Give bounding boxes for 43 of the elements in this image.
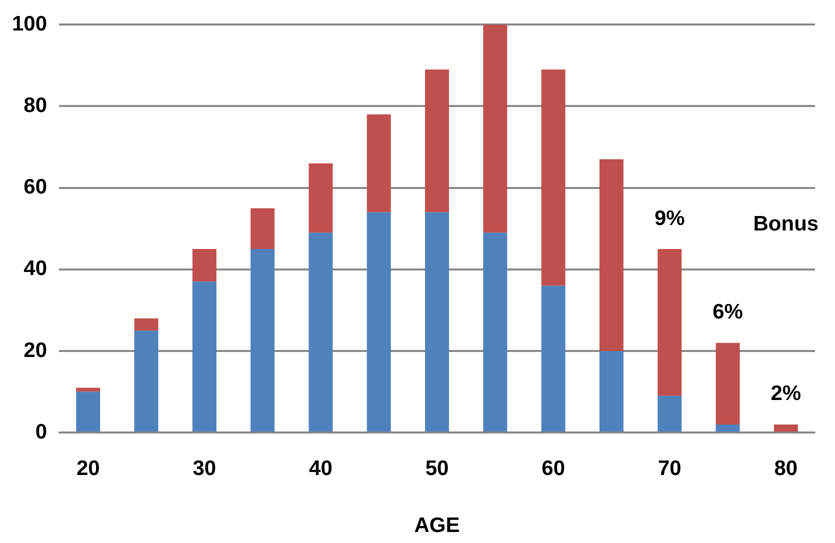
x-tick-label: 50 bbox=[425, 456, 449, 480]
bar bbox=[250, 249, 275, 432]
bar bbox=[308, 163, 333, 233]
bar bbox=[192, 282, 216, 432]
y-tick-label: 40 bbox=[24, 257, 48, 280]
bar bbox=[366, 114, 391, 212]
annotation: 2% bbox=[770, 382, 802, 406]
bar bbox=[599, 159, 624, 351]
bar bbox=[658, 249, 682, 396]
bar bbox=[76, 388, 100, 392]
bar bbox=[716, 342, 740, 424]
bar bbox=[134, 330, 158, 432]
x-tick-label: 60 bbox=[542, 456, 565, 480]
annotation: 6% bbox=[712, 300, 744, 324]
bar bbox=[716, 424, 740, 432]
annotation: 9% bbox=[654, 206, 686, 230]
bar bbox=[541, 69, 566, 286]
bar bbox=[192, 249, 216, 282]
x-tick-label: 40 bbox=[309, 456, 332, 480]
x-tick-label: 30 bbox=[192, 456, 216, 480]
bar bbox=[483, 232, 508, 432]
y-tick-label: 60 bbox=[24, 176, 48, 199]
y-tick-label: 100 bbox=[12, 12, 48, 36]
bar bbox=[76, 392, 100, 432]
annotation: Bonus bbox=[753, 212, 819, 236]
bar bbox=[134, 318, 158, 331]
bar bbox=[774, 424, 798, 432]
x-tick-label: 70 bbox=[658, 456, 682, 480]
bar bbox=[425, 212, 450, 432]
bar bbox=[366, 212, 391, 432]
bar bbox=[250, 208, 275, 249]
bar bbox=[541, 286, 566, 432]
x-tick-label: 20 bbox=[76, 456, 100, 480]
bar bbox=[483, 24, 508, 233]
y-tick-label: 80 bbox=[24, 94, 48, 117]
bar bbox=[599, 351, 624, 432]
x-axis-title: AGE bbox=[414, 514, 460, 538]
bar bbox=[425, 69, 450, 212]
y-tick-label: 0 bbox=[35, 420, 48, 444]
bar bbox=[658, 396, 682, 432]
y-tick-label: 20 bbox=[24, 338, 48, 362]
bar bbox=[308, 232, 333, 432]
x-tick-label: 80 bbox=[774, 456, 798, 480]
